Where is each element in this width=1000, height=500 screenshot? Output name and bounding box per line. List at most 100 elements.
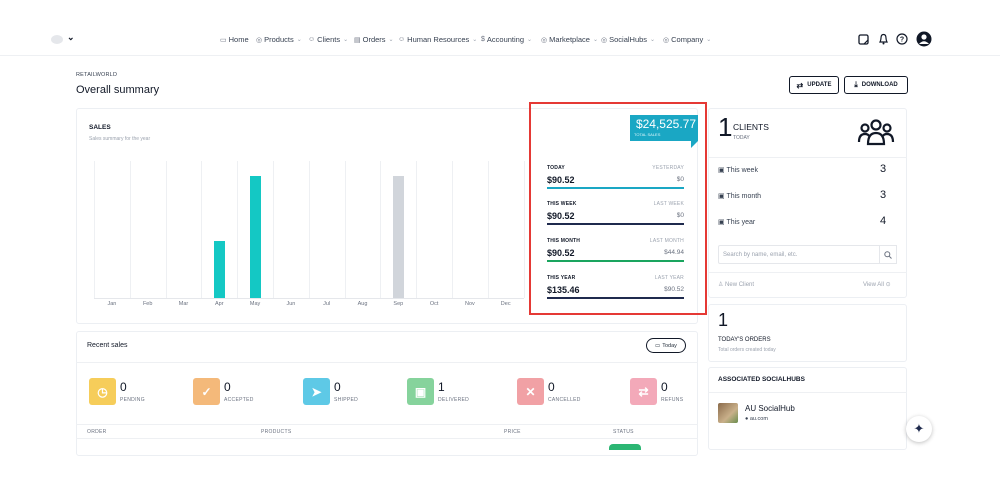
tile-pending-icon: ◷ xyxy=(89,378,116,405)
refresh-icon: ⇄ xyxy=(796,80,804,90)
stat-today-label: TODAY xyxy=(547,165,565,171)
nav-label: SocialHubs xyxy=(609,35,648,44)
clients-divider-2 xyxy=(708,272,907,273)
chart-gridline xyxy=(416,161,418,298)
new-client-link[interactable]: ♙ New Client xyxy=(718,282,755,288)
clients-row-this-month: ▣ This month xyxy=(718,193,762,200)
x-tick-label: Nov xyxy=(465,301,475,307)
table-bottom-divider xyxy=(76,438,698,439)
nav-item-socialhubs[interactable]: ◎ SocialHubs ⌄ xyxy=(601,35,655,44)
stat-this-month-previous: $44.94 xyxy=(664,249,684,256)
orders-subtitle: Total orders created today xyxy=(718,347,776,353)
chevron-down-icon: ⌄ xyxy=(472,37,478,43)
nav-item-clients[interactable]: ☺ Clients ⌄ xyxy=(308,35,348,44)
column-header-price[interactable]: PRICE xyxy=(504,429,521,435)
x-tick-label: Feb xyxy=(142,301,153,307)
logo-chevron-down-icon[interactable]: ⌄ xyxy=(67,32,75,42)
stat-this-week-label: THIS WEEK xyxy=(547,201,577,207)
column-header-status[interactable]: STATUS xyxy=(613,429,634,435)
chevron-down-icon: ⌄ xyxy=(650,37,656,43)
stat-today-bar xyxy=(547,187,684,189)
tile-delivered-label: DELIVERED xyxy=(438,397,470,403)
stat-this-week-compare-label: LAST WEEK xyxy=(653,201,684,207)
assistant-fab[interactable]: ✦ xyxy=(906,416,932,442)
bar-sep[interactable] xyxy=(393,176,405,298)
tile-accepted-count: 0 xyxy=(224,380,231,394)
x-tick-label: Jan xyxy=(107,301,117,307)
x-tick-label: May xyxy=(249,301,261,307)
orders-count: 1 xyxy=(718,310,729,330)
chart-gridline xyxy=(487,161,489,298)
calendar-icon: ▣ xyxy=(718,167,727,174)
stat-this-week-previous: $0 xyxy=(676,212,684,219)
stat-today-previous: $0 xyxy=(676,176,684,183)
socialhub-domain: ● au.com xyxy=(745,416,768,422)
nav-item-company[interactable]: ◎ Company ⌄ xyxy=(663,35,711,44)
tile-delivered-icon: ▣ xyxy=(407,378,434,405)
company-logo[interactable] xyxy=(51,35,63,44)
stat-this-year-bar xyxy=(547,297,684,299)
stat-this-week-value: $90.52 xyxy=(547,211,575,221)
chart-gridline xyxy=(129,161,131,298)
tile-pending-label: PENDING xyxy=(120,397,145,403)
notes-icon[interactable] xyxy=(857,33,869,45)
tile-shipped-label: SHIPPED xyxy=(334,397,359,403)
stat-this-year-compare-label: LAST YEAR xyxy=(654,275,684,281)
download-icon: ⤓ xyxy=(854,80,858,89)
search-icon xyxy=(884,250,892,259)
socialhubs-title: ASSOCIATED SOCIALHUBS xyxy=(718,376,805,383)
chevron-down-icon: ⌄ xyxy=(527,37,533,43)
stat-this-month-label: THIS MONTH xyxy=(547,238,581,244)
bell-icon[interactable] xyxy=(877,33,889,45)
chart-baseline xyxy=(94,298,524,299)
socialhubs-divider xyxy=(708,392,907,393)
chart-gridline xyxy=(237,161,239,298)
socialhub-avatar[interactable] xyxy=(718,403,738,423)
x-tick-label: Jul xyxy=(323,301,331,307)
today-filter-button[interactable]: ▭ Today xyxy=(646,338,686,353)
bar-apr[interactable] xyxy=(214,240,226,298)
nav-label: Products xyxy=(264,35,294,44)
chart-gridline xyxy=(201,161,203,298)
nav-item-home[interactable]: ▭ Home xyxy=(220,35,252,44)
column-header-order[interactable]: ORDER xyxy=(87,429,107,435)
nav-item-marketplace[interactable]: ◎ Marketplace ⌄ xyxy=(541,35,598,44)
nav-item-human-resources[interactable]: ☺ Human Resources ⌄ xyxy=(398,35,477,44)
page-title: Overall summary xyxy=(76,84,160,96)
chevron-down-icon: ⌄ xyxy=(296,37,302,43)
nav-item-products[interactable]: ◎ Products ⌄ xyxy=(256,35,302,44)
socialhub-name[interactable]: AU SocialHub xyxy=(745,404,795,413)
x-tick-label: Sep xyxy=(393,301,404,307)
chevron-down-icon: ⌄ xyxy=(592,37,598,43)
clients-group-icon xyxy=(857,118,895,151)
search-button[interactable] xyxy=(879,245,897,264)
nav-icon: ◎ xyxy=(541,36,548,44)
nav-icon: ◎ xyxy=(663,36,670,44)
tile-shipped-count: 0 xyxy=(334,380,341,394)
sparkle-icon: ✦ xyxy=(913,421,925,436)
user-avatar-icon[interactable] xyxy=(916,31,932,47)
x-tick-label: Apr xyxy=(215,301,224,307)
column-header-products[interactable]: PRODUCTS xyxy=(261,429,292,435)
client-search-input[interactable]: Search by name, email, etc. xyxy=(718,245,880,264)
nav-label: Company xyxy=(671,35,704,44)
stat-today-compare-label: YESTERDAY xyxy=(652,165,684,171)
nav-item-orders[interactable]: ▤ Orders ⌄ xyxy=(354,35,394,44)
help-icon[interactable]: ? xyxy=(896,33,908,45)
nav-label: Orders xyxy=(362,35,386,44)
chart-gridline xyxy=(380,161,382,298)
x-tick-label: Dec xyxy=(500,301,511,307)
tile-delivered-count: 1 xyxy=(438,380,445,394)
bar-may[interactable] xyxy=(250,176,262,298)
download-button[interactable]: ⤓ DOWNLOAD xyxy=(844,76,908,94)
nav-icon: ▤ xyxy=(354,36,361,44)
view-all-link[interactable]: View All ⊙ xyxy=(863,282,891,288)
stat-this-month-value: $90.52 xyxy=(547,248,575,258)
nav-item-accounting[interactable]: $ Accounting ⌄ xyxy=(481,35,532,44)
total-sales-label: TOTAL SALES xyxy=(634,132,661,137)
chevron-down-icon: ⌄ xyxy=(388,37,394,43)
update-button[interactable]: ⇄ UPDATE xyxy=(789,76,839,94)
stat-this-week-bar xyxy=(547,223,684,225)
status-pill xyxy=(609,444,641,450)
recent-sales-card xyxy=(76,331,698,456)
